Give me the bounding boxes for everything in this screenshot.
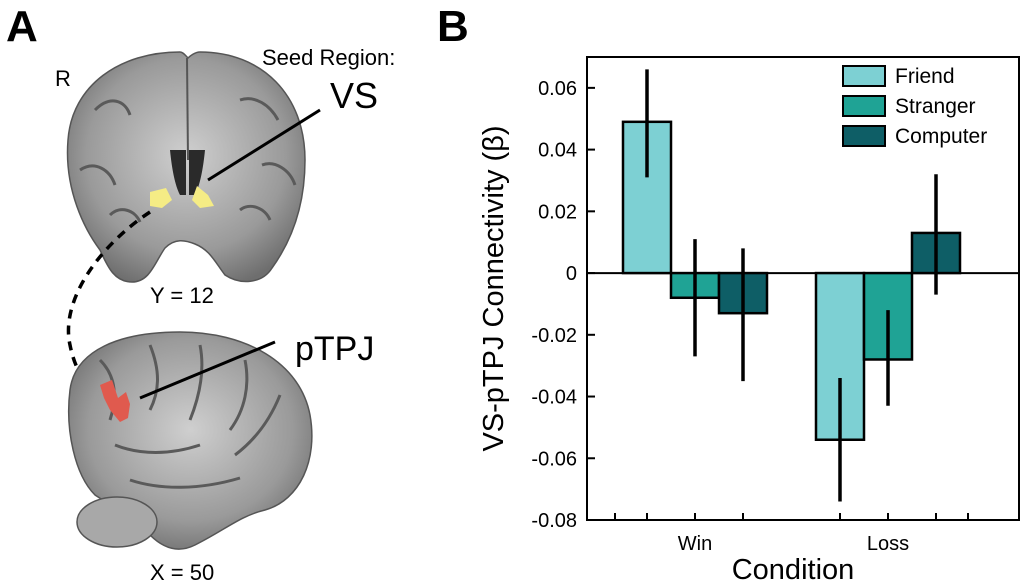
seed-region-name: VS xyxy=(330,75,378,116)
orientation-label: R xyxy=(55,66,71,91)
y-tick-label: -0.04 xyxy=(531,387,577,409)
seed-pointer-line xyxy=(207,108,321,182)
legend-swatch-friend xyxy=(842,65,886,87)
legend: Friend Stranger Computer xyxy=(842,65,987,148)
coronal-brain-slice xyxy=(66,51,306,283)
panel-a-letter: A xyxy=(6,2,38,51)
legend-label-friend: Friend xyxy=(895,65,955,88)
y-tick-label: 0.06 xyxy=(538,78,577,100)
y-tick-label: 0 xyxy=(566,263,577,285)
bar-chart: 0.06 0.04 0.02 0 -0.02 -0.04 -0.06 -0.08 Win Los… xyxy=(478,56,1020,586)
ventricles xyxy=(170,150,205,195)
x-tick-label: Win xyxy=(678,533,712,555)
y-tick-label: -0.02 xyxy=(531,325,577,347)
coronal-outline xyxy=(66,51,306,283)
x-axis: Win Loss xyxy=(614,513,969,555)
coronal-coordinate: Y = 12 xyxy=(150,283,214,308)
sagittal-coordinate: X = 50 xyxy=(150,560,214,585)
y-axis-label: VS-pTPJ Connectivity (β) xyxy=(478,125,510,451)
sagittal-brain-slice xyxy=(67,331,313,550)
error-bars xyxy=(645,69,938,502)
y-tick-label: 0.04 xyxy=(538,140,577,162)
bars xyxy=(621,120,962,441)
y-tick-label: -0.08 xyxy=(531,510,577,532)
legend-label-stranger: Stranger xyxy=(895,95,976,118)
seed-region-right xyxy=(192,186,214,208)
target-region-name: pTPJ xyxy=(295,330,374,368)
seed-region-label: Seed Region: xyxy=(262,45,395,70)
x-axis-label: Condition xyxy=(732,554,855,586)
cerebellum xyxy=(76,496,158,548)
y-tick-label: 0.02 xyxy=(538,201,577,223)
y-axis: 0.06 0.04 0.02 0 -0.02 -0.04 -0.06 -0.08 xyxy=(531,78,595,532)
legend-swatch-stranger xyxy=(842,95,886,117)
panel-a: R Seed Region: VS Y = 12 pTPJ X = 50 xyxy=(55,45,395,585)
sagittal-outline xyxy=(67,331,313,550)
panel-b-letter: B xyxy=(437,2,469,51)
target-region xyxy=(100,380,130,422)
seed-region-left xyxy=(150,188,172,208)
x-tick-label: Loss xyxy=(867,533,909,555)
target-pointer-line xyxy=(139,340,276,400)
plot-frame xyxy=(586,56,1020,521)
legend-label-computer: Computer xyxy=(895,125,987,148)
legend-swatch-computer xyxy=(842,125,886,147)
y-tick-label: -0.06 xyxy=(531,448,577,470)
